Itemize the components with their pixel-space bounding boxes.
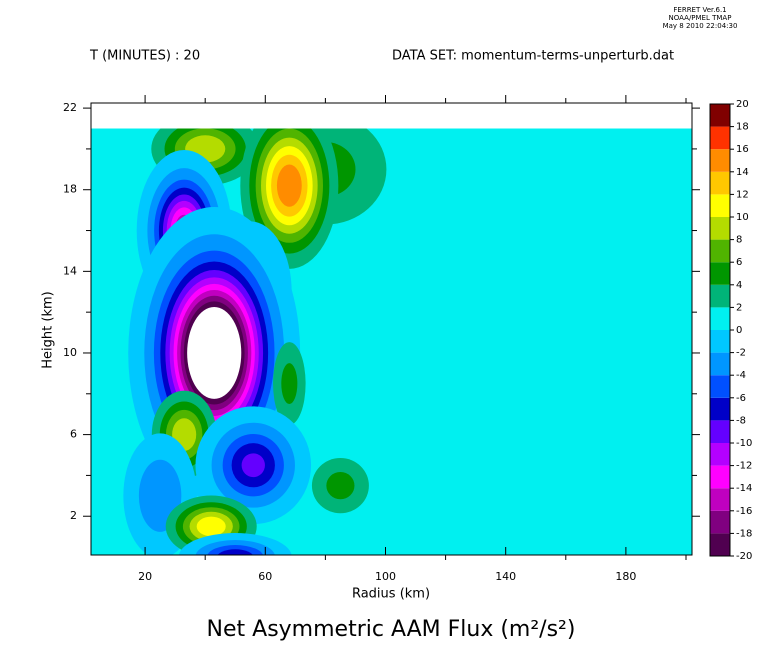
colorbar-band xyxy=(710,420,730,443)
colorbar-label: 0 xyxy=(736,325,742,336)
colorbar-band xyxy=(710,397,730,421)
colorbar-band xyxy=(710,262,730,285)
x-tick-label: 20 xyxy=(138,570,152,583)
colorbar-label: -18 xyxy=(736,528,752,539)
header: DATA SET: momentum-terms-unperturb.dat xyxy=(392,49,674,64)
chart-title: Net Asymmetric AAM Flux (m²/s²) xyxy=(207,617,576,642)
contour-band xyxy=(217,549,253,555)
colorbar-band xyxy=(710,126,730,150)
x-axis-label: Radius (km) xyxy=(352,587,430,602)
colorbar-band xyxy=(710,375,730,398)
feature xyxy=(273,342,306,426)
header: T (MINUTES) : 20 xyxy=(89,49,200,64)
contour-band xyxy=(281,363,298,405)
colorbar-label: -14 xyxy=(736,483,752,494)
colorbar-band xyxy=(710,533,730,556)
contour-band xyxy=(203,334,226,372)
colorbar-label: 18 xyxy=(736,122,749,133)
colorbar-label: -8 xyxy=(736,415,746,426)
colorbar-band xyxy=(710,352,730,376)
field xyxy=(91,128,692,555)
feature xyxy=(178,533,292,555)
colorbar-label: 4 xyxy=(736,280,742,291)
y-tick-label: 22 xyxy=(63,101,77,114)
colorbar-band xyxy=(710,239,730,263)
feature xyxy=(240,128,339,269)
y-axis-label: Height (km) xyxy=(41,291,56,368)
colorbar-label: 10 xyxy=(736,212,749,223)
colorbar-band xyxy=(710,217,730,240)
colorbar-label: 20 xyxy=(736,99,749,110)
y-tick-label: 18 xyxy=(63,183,77,196)
colorbar-band xyxy=(710,171,730,195)
colorbar-label: 2 xyxy=(736,302,742,313)
colorbar-label: -2 xyxy=(736,348,746,359)
colorbar-band xyxy=(710,465,730,489)
colorbar-label: -10 xyxy=(736,438,752,449)
colorbar-band xyxy=(710,104,730,127)
contour-band xyxy=(276,164,302,207)
colorbar-band xyxy=(710,194,730,217)
colorbar-band xyxy=(710,149,730,172)
colorbar-label: 14 xyxy=(736,167,749,178)
stamp: May 8 2010 22:04:30 xyxy=(663,22,738,30)
contour-band xyxy=(241,453,265,478)
stamp: NOAA/PMEL TMAP xyxy=(669,14,732,22)
colorbar-label: -12 xyxy=(736,461,752,472)
x-tick-label: 60 xyxy=(258,570,272,583)
feature xyxy=(195,406,312,525)
colorbar-label: 6 xyxy=(736,257,742,268)
contour-band xyxy=(196,516,226,537)
colorbar-label: -4 xyxy=(736,370,746,381)
contour-band xyxy=(326,471,355,500)
y-tick-label: 6 xyxy=(70,428,77,441)
y-tick-label: 2 xyxy=(70,509,77,522)
colorbar-label: -6 xyxy=(736,393,746,404)
feature xyxy=(311,457,369,514)
colorbar-label: 12 xyxy=(736,189,749,200)
x-tick-label: 140 xyxy=(495,570,516,583)
stamp: FERRET Ver.6.1 xyxy=(673,6,726,14)
y-tick-label: 10 xyxy=(63,346,77,359)
x-tick-label: 100 xyxy=(375,570,396,583)
colorbar-label: -20 xyxy=(736,551,752,562)
colorbar-band xyxy=(710,330,730,353)
plot-frame xyxy=(90,102,693,556)
colorbar-band xyxy=(710,443,730,466)
colorbar-band xyxy=(710,307,730,330)
colorbar-band xyxy=(710,488,730,511)
colorbar-label: 16 xyxy=(736,144,749,155)
x-tick-label: 180 xyxy=(615,570,636,583)
colorbar-band xyxy=(710,284,730,308)
colorbar-label: -16 xyxy=(736,506,752,517)
y-tick-label: 14 xyxy=(63,264,77,277)
contour-band xyxy=(207,545,264,555)
colorbar-label: 8 xyxy=(736,235,742,246)
colorbar-band xyxy=(710,510,730,534)
